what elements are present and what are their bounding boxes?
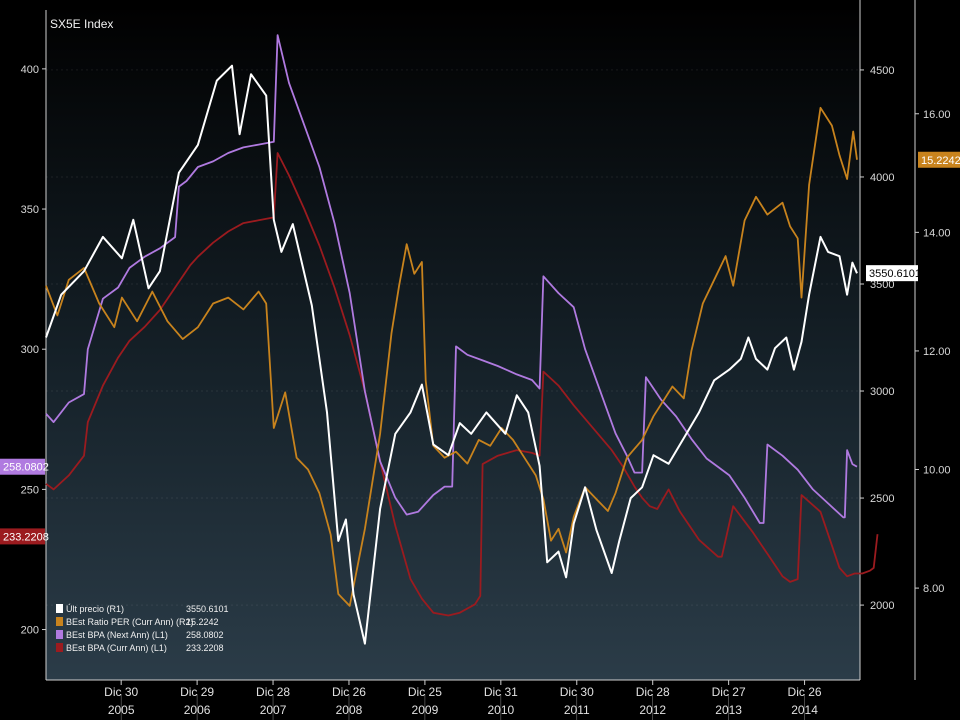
r1-tick-label: 2000 xyxy=(870,600,894,612)
x-tick-year: 2005 xyxy=(108,703,135,717)
r2-tick-label: 16.00 xyxy=(923,109,951,121)
x-tick-year: 2007 xyxy=(260,703,287,717)
legend-swatch xyxy=(56,643,63,652)
legend: Últ precio (R1) 3550.6101 BEst Ratio PER (… xyxy=(56,604,229,653)
r1-tick-label: 3000 xyxy=(870,386,894,398)
x-tick-year: 2014 xyxy=(791,703,818,717)
r1-tick-label: 4000 xyxy=(870,172,894,184)
r1-tick-label: 2500 xyxy=(870,493,894,505)
legend-label: BEst Ratio PER (Curr Ann) (R2) xyxy=(66,617,194,627)
x-tick-label: Dic 28 xyxy=(636,685,670,699)
legend-value: 3550.6101 xyxy=(186,604,229,614)
left-tick-label: 300 xyxy=(21,344,39,356)
last-value-per-box xyxy=(918,151,960,168)
legend-label: BEst BPA (Next Ann) (L1) xyxy=(66,630,168,640)
r2-tick-label: 14.00 xyxy=(923,227,951,239)
chart-title: SX5E Index xyxy=(50,17,113,31)
legend-value: 258.0802 xyxy=(186,630,224,640)
x-tick-label: Dic 30 xyxy=(560,685,594,699)
x-tick-year: 2006 xyxy=(184,703,211,717)
series-line-0 xyxy=(45,64,858,645)
axis-labels: 200 250 300 350 400 2000 2500 3000 3500 4000 4500 8… xyxy=(0,64,960,717)
x-tick-year: 2008 xyxy=(336,703,363,717)
r1-tick-label: 3500 xyxy=(870,279,894,291)
grid xyxy=(46,69,860,606)
r2-tick-label: 10.00 xyxy=(923,465,951,477)
x-tick-year: 2011 xyxy=(564,703,590,717)
x-tick-label: Dic 25 xyxy=(408,685,442,699)
series-line-1 xyxy=(45,106,858,607)
left-tick-label: 350 xyxy=(21,204,39,216)
left-tick-label: 400 xyxy=(21,64,39,76)
legend-swatch xyxy=(56,617,63,626)
legend-label: BEst BPA (Curr Ann) (L1) xyxy=(66,643,167,653)
x-tick-label: Dic 30 xyxy=(104,685,138,699)
series xyxy=(45,34,879,645)
left-tick-label: 200 xyxy=(21,625,39,637)
legend-value: 233.2208 xyxy=(186,643,224,653)
last-value-bpa-next: 258.0802 xyxy=(3,462,49,474)
legend-label: Últ precio (R1) xyxy=(66,604,124,614)
x-tick-year: 2009 xyxy=(412,703,439,717)
r2-tick-label: 8.00 xyxy=(923,583,944,595)
r1-tick-label: 4500 xyxy=(870,65,894,77)
legend-swatch xyxy=(56,630,63,639)
x-tick-label: Dic 28 xyxy=(256,685,290,699)
x-tick-year: 2013 xyxy=(715,703,742,717)
x-tick-label: Dic 26 xyxy=(788,685,822,699)
last-value-per: 15.2242 xyxy=(921,155,960,167)
series-line-2 xyxy=(45,34,858,524)
x-tick-label: Dic 27 xyxy=(712,685,746,699)
x-tick-year: 2012 xyxy=(639,703,666,717)
last-value-price-box xyxy=(866,265,918,282)
last-value-bpa-curr-box xyxy=(0,528,45,545)
last-value-price: 3550.6101 xyxy=(869,268,921,280)
plot-area xyxy=(46,10,860,680)
x-tick-label: Dic 29 xyxy=(180,685,214,699)
axes xyxy=(42,0,919,720)
series-line-3 xyxy=(45,152,879,617)
legend-swatch xyxy=(56,604,63,613)
x-tick-year: 2010 xyxy=(487,703,514,717)
last-value-bpa-curr: 233.2208 xyxy=(3,531,49,543)
r2-tick-label: 12.00 xyxy=(923,346,951,358)
x-tick-label: Dic 26 xyxy=(332,685,366,699)
last-value-bpa-next-box xyxy=(0,458,45,475)
legend-value: 15.2242 xyxy=(186,617,219,627)
x-tick-label: Dic 31 xyxy=(484,685,518,699)
left-tick-label: 250 xyxy=(21,484,39,496)
